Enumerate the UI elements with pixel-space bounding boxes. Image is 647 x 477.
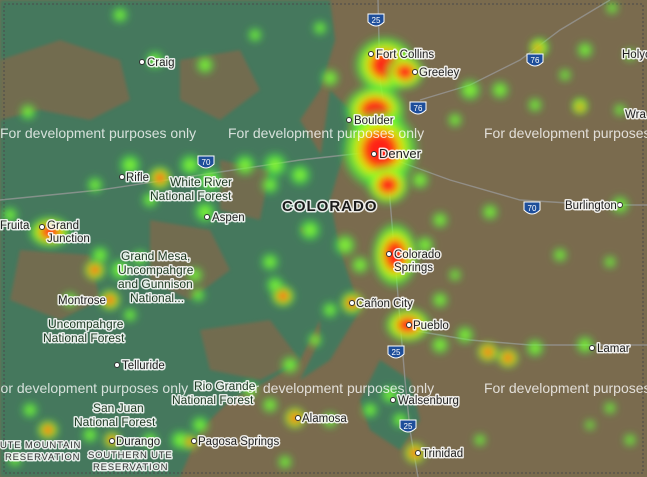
forest-label: Rio Grande (194, 379, 256, 393)
city-labels: Fort Collins Greeley Boulder Denver Colo… (0, 48, 647, 462)
city-pueblo[interactable]: Pueblo (406, 319, 450, 334)
watermark-text: For development purposes only (0, 380, 188, 396)
forest-label: White River (170, 175, 232, 189)
svg-text:76: 76 (414, 104, 423, 113)
svg-text:25: 25 (372, 16, 381, 25)
city-burlington[interactable]: Burlington (564, 199, 623, 214)
city-telluride[interactable]: Telluride (114, 359, 166, 374)
reservation-labels: UTE MOUNTAIN RESERVATION SOUTHERN UTE RE… (0, 439, 173, 475)
watermark-text: For development purposes only (228, 125, 424, 141)
svg-text:Fort Collins: Fort Collins (376, 49, 434, 61)
svg-text:Denver: Denver (379, 146, 422, 161)
city-holyoke[interactable]: Holyo (621, 48, 647, 63)
forest-label: National Forest (150, 189, 232, 203)
svg-text:Pagosa Springs: Pagosa Springs (198, 436, 279, 448)
highway-shields: 25 76 76 70 70 25 25 (197, 13, 544, 433)
svg-text:Telluride: Telluride (122, 360, 165, 372)
svg-text:70: 70 (528, 204, 537, 213)
city-boulder[interactable]: Boulder (346, 114, 395, 129)
valley-areas (0, 40, 300, 380)
watermark-text: For development purposes only (238, 380, 434, 396)
svg-text:Craig: Craig (147, 57, 174, 69)
interstate-shield: 25 (399, 419, 417, 433)
interstate-shield: 70 (523, 201, 541, 215)
watermark-text: For development purposes only (484, 125, 647, 141)
interstate-shield: 70 (197, 155, 215, 169)
svg-text:Boulder: Boulder (354, 115, 394, 127)
svg-text:Fruita: Fruita (0, 220, 30, 232)
city-aspen[interactable]: Aspen (204, 211, 246, 226)
state-label: COLORADO (282, 198, 378, 215)
svg-text:Alamosa: Alamosa (302, 413, 347, 425)
city-denver[interactable]: Denver (371, 145, 423, 163)
city-pagosa-springs[interactable]: Pagosa Springs (191, 435, 281, 450)
forest-label: and Gunnison (118, 277, 193, 291)
heatmap-layer (1, 1, 637, 470)
svg-text:Pueblo: Pueblo (413, 320, 449, 332)
forest-label: National Forest (172, 393, 254, 407)
reservation-label: RESERVATION (5, 452, 80, 463)
city-rifle[interactable]: Rifle (119, 171, 151, 186)
interstate-shield: 25 (387, 345, 405, 359)
watermark-text: For development purposes only (0, 125, 196, 141)
dev-watermarks: For development purposes only For develo… (0, 125, 647, 396)
reservation-label: RESERVATION (93, 462, 168, 473)
forest-labels: White River National Forest Grand Mesa, … (42, 174, 258, 431)
interstate-shield: 76 (409, 101, 427, 115)
city-wray[interactable]: Wra (624, 108, 647, 123)
city-craig[interactable]: Craig (139, 56, 176, 71)
svg-text:Grand: Grand (47, 220, 79, 232)
forest-label: National Forest (74, 415, 156, 429)
forest-label: National... (130, 291, 184, 305)
watermark-text: For development purposes only (484, 380, 647, 396)
svg-text:25: 25 (404, 422, 413, 431)
city-lamar[interactable]: Lamar (589, 342, 631, 357)
svg-text:70: 70 (202, 158, 211, 167)
svg-text:Burlington: Burlington (565, 200, 617, 212)
svg-text:Montrose: Montrose (58, 295, 106, 307)
city-montrose[interactable]: Montrose (57, 294, 108, 309)
city-durango[interactable]: Durango (109, 435, 162, 450)
svg-text:Holyo: Holyo (622, 49, 647, 61)
svg-text:Cañon City: Cañon City (356, 298, 413, 310)
svg-text:Durango: Durango (116, 436, 160, 448)
svg-text:Trinidad: Trinidad (422, 448, 463, 460)
svg-text:25: 25 (392, 348, 401, 357)
forest-label: Grand Mesa, (121, 249, 190, 263)
svg-text:Springs: Springs (394, 262, 433, 274)
reservation-label: UTE MOUNTAIN (0, 440, 81, 451)
svg-text:76: 76 (531, 56, 540, 65)
svg-text:Rifle: Rifle (126, 172, 149, 184)
svg-text:Lamar: Lamar (597, 343, 630, 355)
forest-label: San Juan (93, 401, 144, 415)
svg-text:Aspen: Aspen (212, 212, 245, 224)
reservation-label: SOUTHERN UTE (88, 450, 173, 461)
forest-label: Uncompahgre (48, 317, 124, 331)
svg-text:Greeley: Greeley (419, 67, 460, 79)
city-alamosa[interactable]: Alamosa (295, 412, 349, 427)
forest-label: National Forest (43, 331, 125, 345)
svg-text:Walsenburg: Walsenburg (398, 395, 459, 407)
interstate-shield: 76 (526, 53, 544, 67)
interstate-shield: 25 (367, 13, 385, 27)
city-greeley[interactable]: Greeley (412, 66, 461, 81)
svg-text:Colorado: Colorado (394, 249, 441, 261)
city-fort-collins[interactable]: Fort Collins (368, 48, 436, 63)
svg-text:Wra: Wra (625, 109, 646, 121)
state-border (3, 3, 644, 474)
city-trinidad[interactable]: Trinidad (415, 447, 465, 462)
forest-label: Uncompahgre (118, 263, 194, 277)
city-walsenburg[interactable]: Walsenburg (390, 394, 460, 409)
svg-text:Junction: Junction (47, 233, 90, 245)
city-canon-city[interactable]: Cañon City (349, 297, 415, 312)
